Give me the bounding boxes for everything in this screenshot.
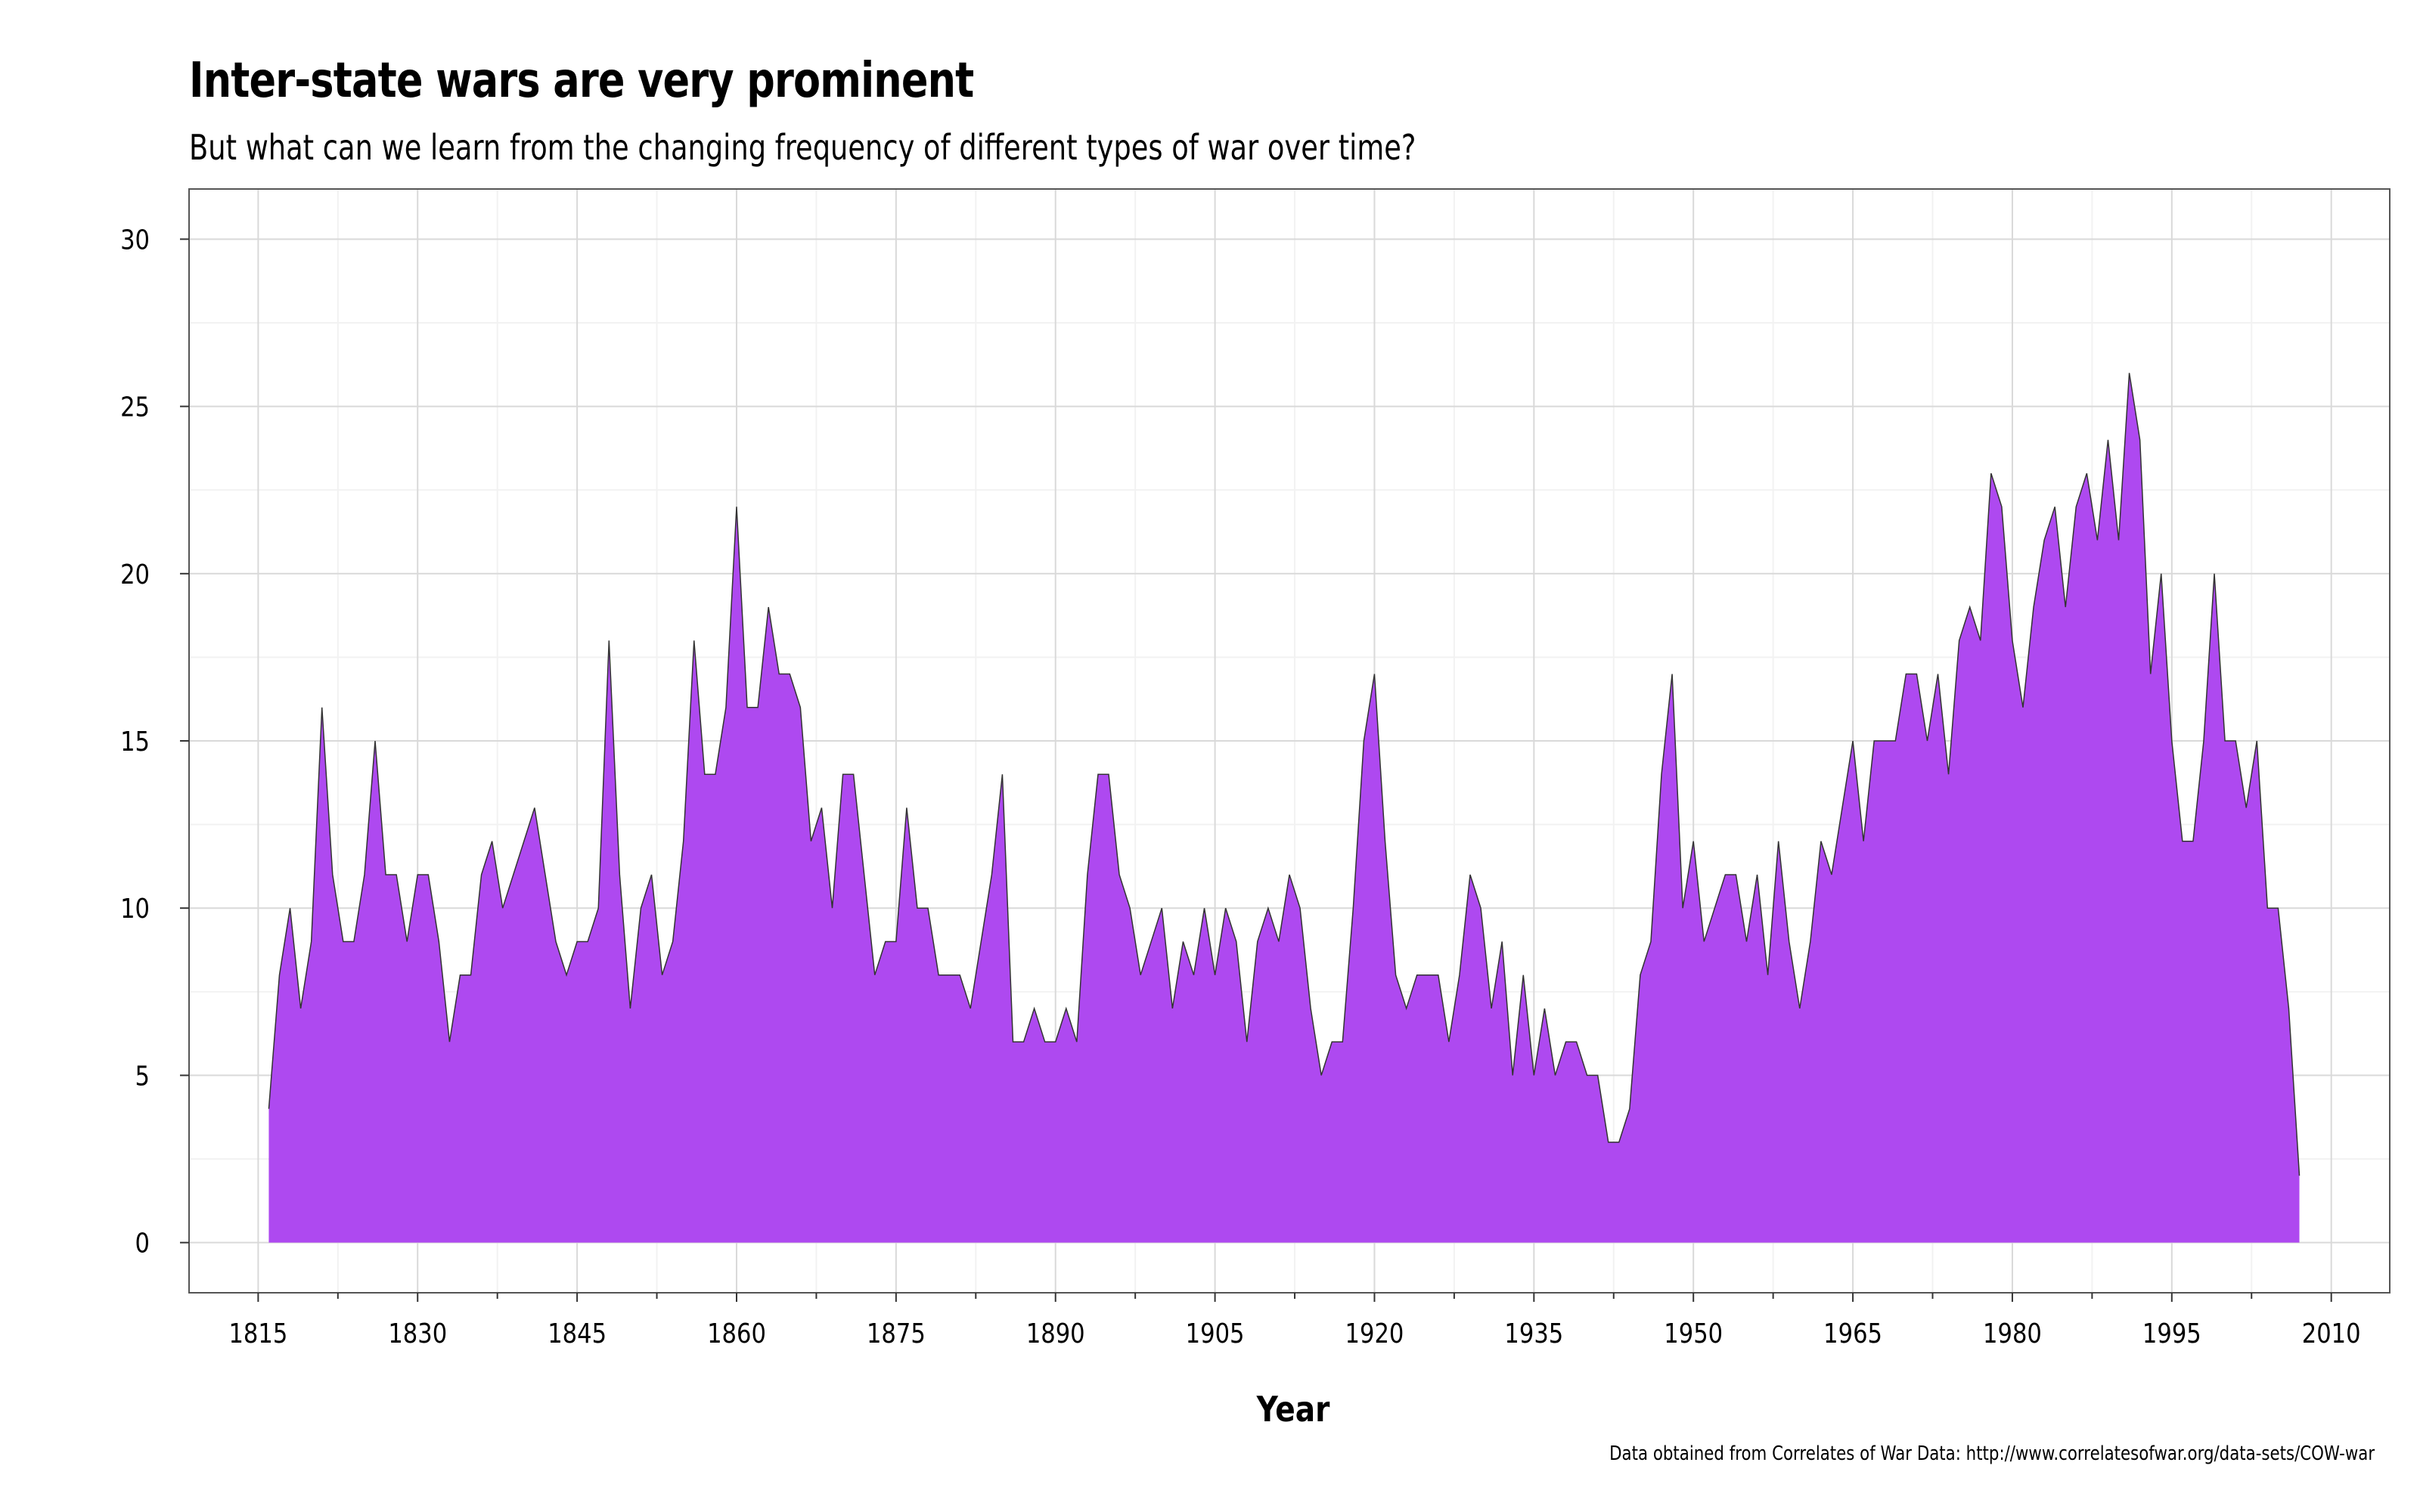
series-layer bbox=[268, 373, 2301, 1243]
y-tick-label: 25 bbox=[120, 391, 150, 423]
area-series-outline bbox=[268, 373, 2301, 1176]
y-tick-label: 20 bbox=[120, 558, 150, 590]
x-tick-label: 1995 bbox=[2142, 1318, 2201, 1349]
chart-title: Inter-state wars are very prominent bbox=[189, 53, 974, 109]
x-tick-label: 1935 bbox=[1504, 1318, 1563, 1349]
x-tick-label: 2010 bbox=[2302, 1318, 2361, 1349]
x-tick-label: 1965 bbox=[1823, 1318, 1882, 1349]
x-tick-label: 1905 bbox=[1186, 1318, 1245, 1349]
y-tick-label: 10 bbox=[120, 893, 150, 925]
x-tick-label: 1860 bbox=[707, 1318, 766, 1349]
x-tick-label: 1815 bbox=[228, 1318, 287, 1349]
y-tick-label: 0 bbox=[135, 1227, 150, 1259]
x-tick-label: 1950 bbox=[1664, 1318, 1723, 1349]
x-tick-label: 1845 bbox=[548, 1318, 607, 1349]
x-tick-label: 1830 bbox=[388, 1318, 447, 1349]
chart-caption: Data obtained from Correlates of War Dat… bbox=[1609, 1442, 2375, 1465]
x-axis: 1815 1830 1845 1860 1875 1890 1905 1920 1935 1950… bbox=[228, 1293, 2361, 1349]
y-tick-label: 5 bbox=[135, 1060, 150, 1092]
x-tick-label: 1875 bbox=[867, 1318, 926, 1349]
y-axis: 0 5 10 15 20 25 30 bbox=[120, 224, 189, 1259]
area-series-fill bbox=[268, 373, 2300, 1243]
x-tick-label: 1890 bbox=[1026, 1318, 1085, 1349]
chart-subtitle: But what can we learn from the changing … bbox=[189, 127, 1416, 168]
x-tick-label: 1920 bbox=[1345, 1318, 1404, 1349]
y-tick-label: 30 bbox=[120, 224, 150, 256]
x-tick-label: 1980 bbox=[1983, 1318, 2042, 1349]
x-axis-title: Year bbox=[1256, 1390, 1330, 1430]
y-tick-label: 15 bbox=[120, 726, 150, 758]
